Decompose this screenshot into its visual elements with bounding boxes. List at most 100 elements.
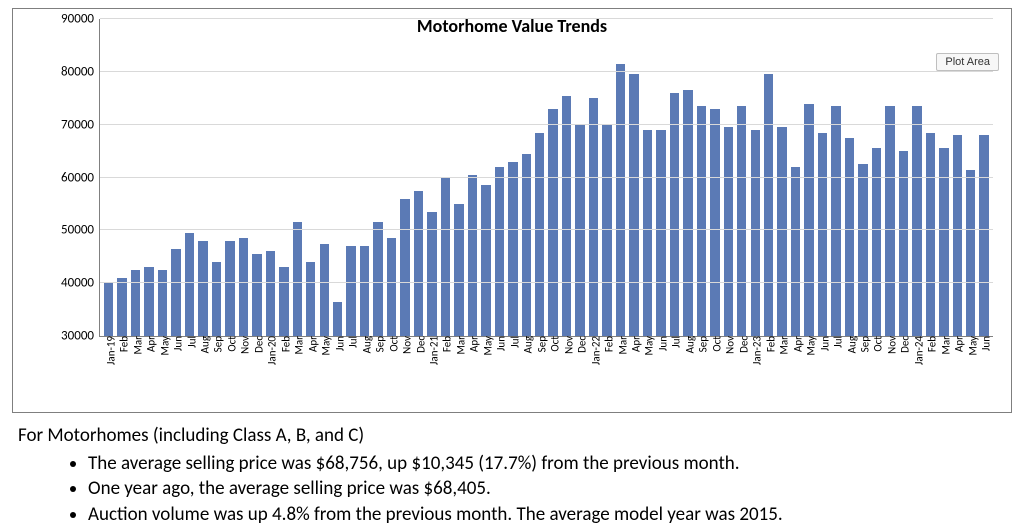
bar	[697, 106, 706, 336]
bar-slot: Feb	[115, 19, 128, 336]
bar	[818, 133, 827, 336]
bar-slot: Aug	[196, 19, 209, 336]
bar-slot: Jan-22	[587, 19, 600, 336]
notes-bullet: The average selling price was $68,756, u…	[88, 451, 1012, 477]
bar	[589, 98, 598, 336]
bar	[454, 204, 463, 336]
bar-slot: May	[964, 19, 977, 336]
bar-slot: Jul	[668, 19, 681, 336]
bar-slot: Sep	[695, 19, 708, 336]
bar	[239, 238, 248, 336]
bar-slot: Nov	[722, 19, 735, 336]
bar-slot: Feb	[600, 19, 613, 336]
y-tick-label: 60000	[61, 170, 100, 185]
bar	[468, 175, 477, 336]
bar-slot: May	[479, 19, 492, 336]
grid-line	[100, 177, 993, 178]
bar-slot: Feb	[762, 19, 775, 336]
bar-slot: Nov	[237, 19, 250, 336]
bar	[400, 199, 409, 336]
bar-slot: Aug	[681, 19, 694, 336]
bar	[926, 133, 935, 336]
bar-slot: May	[641, 19, 654, 336]
bar	[441, 178, 450, 337]
bar-slot: Oct	[546, 19, 559, 336]
bar-slot: May	[318, 19, 331, 336]
bar-slot: Nov	[398, 19, 411, 336]
bar-slot: Mar	[452, 19, 465, 336]
bar	[266, 251, 275, 336]
y-tick-label: 70000	[61, 117, 100, 132]
bar	[387, 238, 396, 336]
bar	[508, 162, 517, 336]
bar	[751, 130, 760, 336]
bar-slot: Feb	[924, 19, 937, 336]
bar-slot: Nov	[883, 19, 896, 336]
bar-slot: Jun	[169, 19, 182, 336]
bar	[535, 133, 544, 336]
bar	[629, 74, 638, 336]
page-root: Motorhome Value Trends Plot Area Jan-19F…	[0, 0, 1024, 531]
bars-container: Jan-19FebMarAprMayJunJulAugSepOctNovDecJ…	[100, 19, 993, 336]
bar	[117, 278, 126, 336]
bar	[710, 109, 719, 336]
bar	[306, 262, 315, 336]
bar	[670, 93, 679, 336]
bar-slot: Mar	[129, 19, 142, 336]
bar	[966, 170, 975, 336]
bar	[683, 90, 692, 336]
plot-inner: Jan-19FebMarAprMayJunJulAugSepOctNovDecJ…	[99, 19, 993, 337]
y-tick-label: 80000	[61, 64, 100, 79]
bar	[899, 151, 908, 336]
bar	[293, 222, 302, 336]
y-tick-label: 30000	[61, 329, 100, 344]
bar	[791, 167, 800, 336]
bar-slot: Mar	[291, 19, 304, 336]
bar	[953, 135, 962, 336]
bar-slot: Jan-24	[910, 19, 923, 336]
bar-slot: Jun	[816, 19, 829, 336]
y-tick-label: 50000	[61, 223, 100, 238]
bar-slot: Apr	[789, 19, 802, 336]
notes-bullet: One year ago, the average selling price …	[88, 476, 1012, 502]
bar	[427, 212, 436, 336]
bar	[724, 127, 733, 336]
bar	[656, 130, 665, 336]
bar	[333, 302, 342, 336]
bar-slot: Jun	[654, 19, 667, 336]
bar	[562, 96, 571, 336]
bar-slot: Jan-19	[102, 19, 115, 336]
bar-slot: Aug	[520, 19, 533, 336]
grid-line	[100, 282, 993, 283]
bar	[320, 244, 329, 336]
notes-list: The average selling price was $68,756, u…	[18, 451, 1012, 528]
bar-slot: Oct	[870, 19, 883, 336]
bar-slot: Jun	[331, 19, 344, 336]
bar-slot: Jul	[183, 19, 196, 336]
bar	[346, 246, 355, 336]
bar	[198, 241, 207, 336]
bar	[171, 249, 180, 336]
bar-slot: Jul	[506, 19, 519, 336]
bar	[522, 154, 531, 336]
bar-slot: Apr	[951, 19, 964, 336]
bar-slot: Aug	[358, 19, 371, 336]
bar-slot: Jan-21	[425, 19, 438, 336]
bar-slot: Apr	[627, 19, 640, 336]
bar-slot: Dec	[250, 19, 263, 336]
bar	[104, 283, 113, 336]
bar-slot: Dec	[412, 19, 425, 336]
grid-line	[100, 18, 993, 19]
bar	[131, 270, 140, 336]
bar	[158, 270, 167, 336]
bar	[616, 64, 625, 336]
y-tick-label: 40000	[61, 276, 100, 291]
bar	[737, 106, 746, 336]
bar-slot: May	[802, 19, 815, 336]
bar-slot: May	[156, 19, 169, 336]
bar	[373, 222, 382, 336]
bar-slot: Mar	[775, 19, 788, 336]
bar-slot: Jul	[829, 19, 842, 336]
bar-slot: Sep	[371, 19, 384, 336]
bar-slot: Feb	[277, 19, 290, 336]
